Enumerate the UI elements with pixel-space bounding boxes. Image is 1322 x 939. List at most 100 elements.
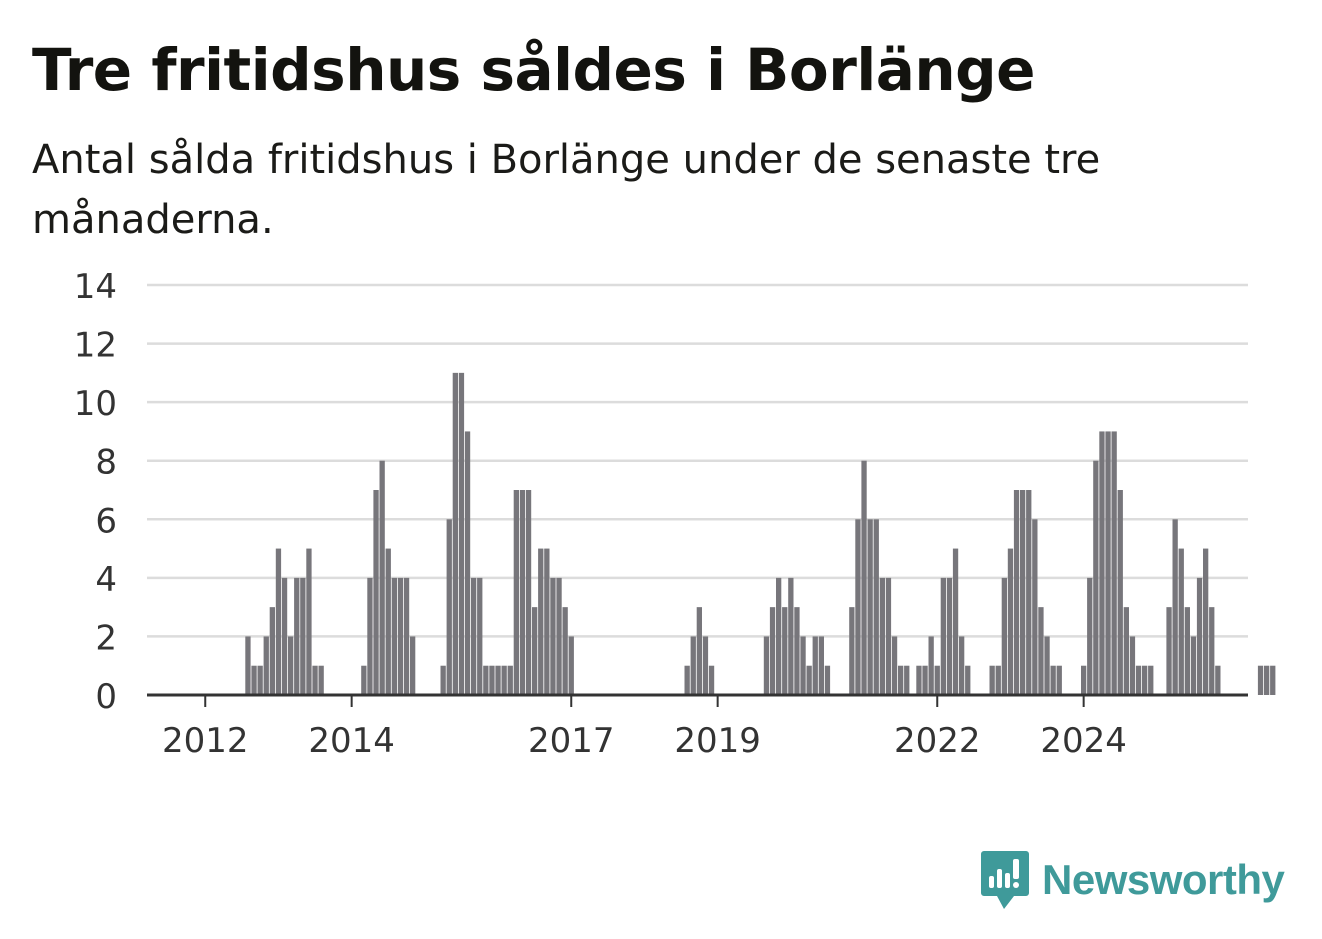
bar xyxy=(1001,577,1007,695)
bar xyxy=(1142,665,1148,695)
brand-logo[interactable]: Newsworthy xyxy=(980,848,1285,912)
bar xyxy=(513,490,519,695)
bar xyxy=(995,665,1001,695)
bar xyxy=(538,548,544,695)
bar xyxy=(458,372,465,695)
bar xyxy=(1093,460,1099,695)
bar xyxy=(397,577,404,695)
bar xyxy=(300,577,306,695)
bar xyxy=(532,607,538,695)
y-tick-label: 12 xyxy=(74,326,117,366)
bar xyxy=(1196,577,1203,695)
bar xyxy=(916,665,922,695)
bar xyxy=(855,519,861,695)
bar xyxy=(391,577,397,695)
bar xyxy=(800,636,806,695)
bar xyxy=(373,490,379,695)
x-tick-label: 2014 xyxy=(308,721,395,761)
chart-subtitle: Antal sålda fritidshus i Borlänge under … xyxy=(32,137,1101,243)
bar xyxy=(1264,665,1270,695)
bar xyxy=(385,548,391,695)
x-tick-label: 2024 xyxy=(1040,721,1127,761)
y-tick-label: 2 xyxy=(95,618,117,658)
bar xyxy=(904,665,910,695)
bar xyxy=(269,607,275,695)
bar xyxy=(281,577,288,695)
bar xyxy=(1203,548,1209,695)
bar xyxy=(1215,665,1221,695)
bar xyxy=(446,519,452,695)
bar xyxy=(477,577,483,695)
bar xyxy=(452,372,458,695)
bar xyxy=(471,577,477,695)
bar xyxy=(245,636,251,695)
bar xyxy=(696,607,702,695)
bar xyxy=(1178,548,1184,695)
bar xyxy=(1166,607,1172,695)
bar xyxy=(952,548,959,695)
bar xyxy=(379,460,385,695)
bar xyxy=(684,665,690,695)
bar xyxy=(263,636,269,695)
bar xyxy=(891,636,898,695)
bar xyxy=(940,577,946,695)
bar xyxy=(885,577,892,695)
bar xyxy=(495,665,501,695)
bar xyxy=(1123,607,1129,695)
bar xyxy=(1013,490,1020,695)
bar xyxy=(1020,490,1026,695)
bar xyxy=(1257,665,1264,695)
bar xyxy=(769,607,776,695)
y-tick-label: 10 xyxy=(74,384,117,424)
bar xyxy=(934,665,940,695)
bar xyxy=(361,665,367,695)
bar xyxy=(464,431,471,695)
bar xyxy=(312,665,318,695)
bar xyxy=(1129,636,1136,695)
bar xyxy=(544,548,550,695)
bar xyxy=(1184,607,1190,695)
bar xyxy=(306,548,312,695)
bar xyxy=(556,577,562,695)
bar xyxy=(1038,607,1044,695)
x-tick-label: 2022 xyxy=(894,721,981,761)
bar xyxy=(1007,548,1014,695)
bar xyxy=(812,636,818,695)
bar xyxy=(849,607,855,695)
bar xyxy=(489,665,495,695)
bar xyxy=(507,665,513,695)
bar xyxy=(965,665,971,695)
bar xyxy=(989,665,995,695)
newsworthy-logo-icon xyxy=(981,851,1029,909)
bar xyxy=(782,607,788,695)
bar xyxy=(275,548,282,695)
bar xyxy=(1209,607,1215,695)
bar xyxy=(898,665,904,695)
bar xyxy=(562,607,568,695)
bar xyxy=(867,519,873,695)
bar xyxy=(403,577,410,695)
bar xyxy=(879,577,885,695)
bar xyxy=(1117,490,1123,695)
bar xyxy=(946,577,953,695)
bar xyxy=(318,665,324,695)
bar xyxy=(922,665,928,695)
bar xyxy=(1099,431,1105,695)
bar xyxy=(1026,490,1032,695)
brand-name: Newsworthy xyxy=(1042,856,1285,903)
bar xyxy=(818,636,824,695)
bar xyxy=(483,665,489,695)
x-tick-label: 2017 xyxy=(528,721,615,761)
bar xyxy=(824,665,831,695)
bar xyxy=(501,665,507,695)
bar xyxy=(1190,636,1197,695)
bar xyxy=(568,636,574,695)
bar xyxy=(1032,519,1038,695)
bar xyxy=(1270,665,1276,695)
chart-title: Tre fritidshus såldes i Borlänge xyxy=(32,36,1036,104)
bar xyxy=(294,577,300,695)
bar xyxy=(410,636,416,695)
y-tick-label: 8 xyxy=(95,443,117,483)
bar xyxy=(251,665,257,695)
